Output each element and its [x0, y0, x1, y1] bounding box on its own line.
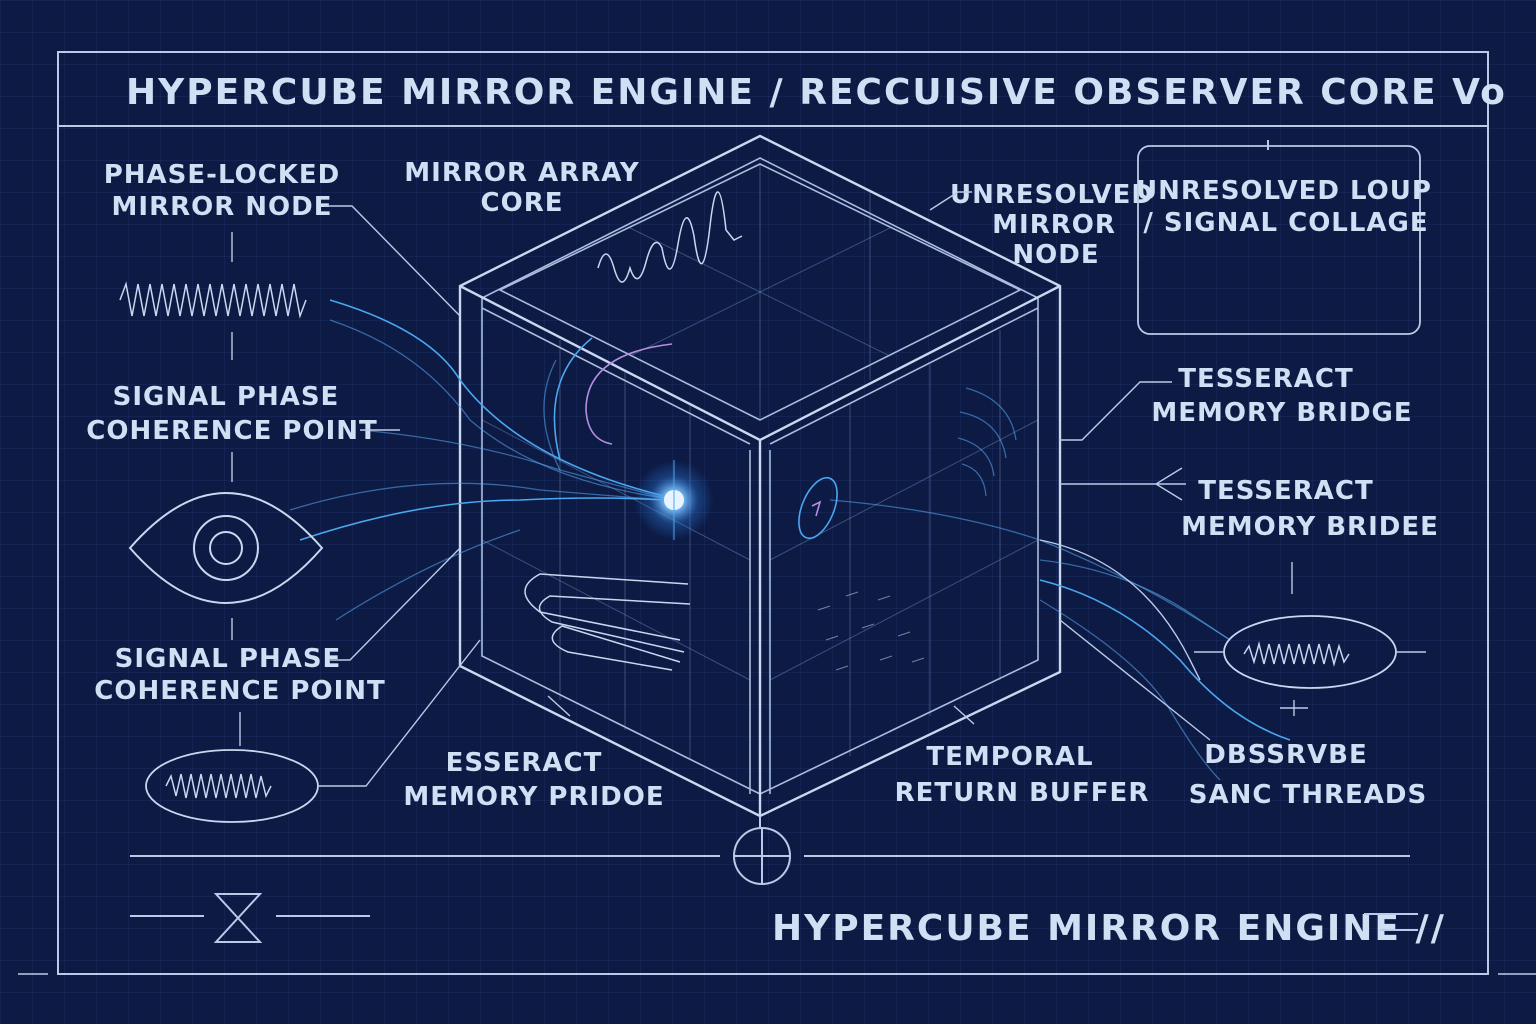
label-esseract-memory: ESSERACT MEMORY PRIDOE	[403, 748, 664, 812]
outer-frame	[57, 51, 1489, 975]
leader-unresolved-node	[929, 191, 972, 211]
label-mirror-array-core: MIRROR ARRAY CORE	[404, 158, 640, 218]
hourglass-icon	[130, 893, 370, 943]
unresolved-loop-panel: UNRESOLVED LOUP / SIGNAL COLLAGE	[1136, 140, 1432, 335]
waveform-oval-left	[145, 749, 319, 823]
svg-text:COHERENCE POINT: COHERENCE POINT	[94, 676, 385, 706]
svg-text:/ SIGNAL COLLAGE: / SIGNAL COLLAGE	[1143, 208, 1428, 238]
label-phase-locked-mirror-node: PHASE-LOCKED MIRROR NODE	[104, 160, 341, 222]
label-unresolved-mirror-node: UNRESOLVED MIRROR NODE	[950, 180, 1154, 270]
label-signal-phase-coherence-2: SIGNAL PHASE COHERENCE POINT	[94, 644, 385, 706]
waveform-icon	[1243, 641, 1350, 667]
svg-text:SANC THREADS: SANC THREADS	[1189, 780, 1427, 810]
svg-text:MEMORY PRIDOE: MEMORY PRIDOE	[403, 782, 664, 812]
svg-text:PHASE-LOCKED: PHASE-LOCKED	[104, 160, 341, 190]
label-observe-sync-threads: DBSSRVBE SANC THREADS	[1189, 740, 1427, 810]
svg-text:MEMORY BRIDGE: MEMORY BRIDGE	[1151, 398, 1412, 428]
label-tesseract-memory-bridge-1: TESSERACT MEMORY BRIDGE	[1151, 364, 1412, 428]
waveform-icon	[597, 191, 743, 283]
crosshair-icon	[733, 827, 791, 885]
label-tesseract-memory-bridge-2: TESSERACT MEMORY BRIDEE	[1181, 476, 1439, 542]
header-title: HYPERCUBE MIRROR ENGINE / RECCUISIVE OBS…	[126, 72, 1507, 113]
mirror-lens-icon	[798, 476, 838, 540]
svg-text:TEMPORAL: TEMPORAL	[926, 742, 1093, 772]
waveform-oval-right	[1194, 615, 1426, 689]
svg-text:TESSERACT: TESSERACT	[1178, 364, 1354, 394]
svg-text:ESSERACT: ESSERACT	[446, 748, 603, 778]
svg-text:DBSSRVBE: DBSSRVBE	[1204, 740, 1367, 770]
svg-text:COHERENCE POINT: COHERENCE POINT	[86, 416, 377, 446]
signal-streams	[289, 299, 1291, 781]
waveform-icon	[165, 773, 272, 799]
svg-text:NODE: NODE	[1012, 240, 1099, 270]
svg-text:MIRROR: MIRROR	[992, 210, 1116, 240]
svg-text:SIGNAL PHASE: SIGNAL PHASE	[113, 382, 340, 412]
footer-title: HYPERCUBE MIRROR ENGINE //	[772, 908, 1446, 949]
svg-text:SIGNAL PHASE: SIGNAL PHASE	[115, 644, 342, 674]
leader-signal-phase-2	[330, 547, 461, 661]
svg-text:CORE: CORE	[481, 188, 564, 218]
svg-text:UNRESOLVED LOUP: UNRESOLVED LOUP	[1136, 176, 1432, 206]
svg-text:UNRESOLVED: UNRESOLVED	[950, 180, 1154, 210]
label-signal-phase-coherence-1: SIGNAL PHASE COHERENCE POINT	[86, 382, 377, 446]
svg-text:RETURN BUFFER: RETURN BUFFER	[895, 778, 1150, 808]
svg-text:MIRROR NODE: MIRROR NODE	[112, 192, 333, 222]
svg-text:MIRROR ARRAY: MIRROR ARRAY	[404, 158, 640, 188]
svg-text:MEMORY BRIDEE: MEMORY BRIDEE	[1181, 512, 1439, 542]
hypercube	[458, 134, 1062, 818]
leader-phase-locked	[324, 205, 461, 317]
waveform-icon	[119, 281, 307, 319]
svg-text:TESSERACT: TESSERACT	[1198, 476, 1374, 506]
eye-icon	[128, 492, 324, 604]
label-temporal-return-buffer: TEMPORAL RETURN BUFFER	[895, 742, 1150, 808]
